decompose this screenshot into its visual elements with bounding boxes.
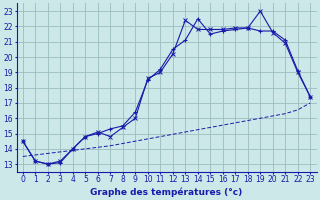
X-axis label: Graphe des températures (°c): Graphe des températures (°c) — [91, 187, 243, 197]
